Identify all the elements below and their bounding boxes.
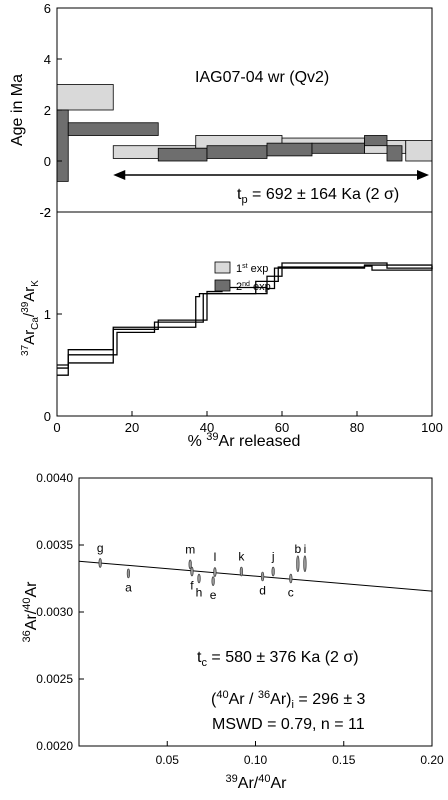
- x-tick-label: 0.20: [420, 753, 444, 767]
- x-tick-label: 0.10: [244, 753, 268, 767]
- ar-released-axis-label: % 39Ar released: [188, 431, 301, 450]
- legend-label-2nd: 2nd exp: [236, 281, 271, 293]
- ca-k-series-2: [57, 262, 433, 376]
- plateau-arrow: [113, 170, 429, 181]
- isochron-point-label: d: [259, 583, 266, 597]
- step-2nd-exp-3: [157, 147, 208, 162]
- step-2nd-exp-8: [386, 145, 403, 162]
- step-2nd-exp-1: [56, 109, 69, 182]
- y-tick-label: 2: [44, 205, 51, 220]
- y-tick-label: 0.0040: [36, 471, 73, 485]
- legend: 1st exp 2nd exp: [214, 261, 271, 293]
- isochron-point-a: [126, 568, 131, 579]
- x-tick-label: 20: [125, 420, 139, 435]
- step-1st-exp-6: [405, 140, 433, 162]
- y-tick-label: -2: [39, 205, 51, 220]
- isochron-point-label: l: [214, 550, 217, 564]
- isochron-point-d: [260, 571, 265, 582]
- ca-k-series-3: [57, 264, 433, 366]
- isochron-panel: g a m f h l e k d j c b i 0.0020 0.0025 0.0030 0.0035 0.…: [21, 471, 444, 792]
- y-tick-label: 0: [44, 409, 51, 424]
- legend-swatch-1st: [214, 261, 231, 274]
- step-2nd-exp-2: [67, 122, 159, 136]
- isochron-point-label: m: [185, 542, 195, 556]
- y-tick-label: 2: [44, 103, 51, 118]
- y-tick-label: 0: [44, 154, 51, 169]
- y-tick-label: 4: [44, 52, 51, 67]
- y-tick-label: 1: [44, 307, 51, 322]
- isochron-point-label: f: [190, 579, 194, 593]
- isochron-point-label: c: [288, 586, 294, 600]
- x-tick-label: 100: [421, 420, 443, 435]
- isochron-point-label: j: [271, 550, 275, 564]
- age-axis-label: Age in Ma: [9, 74, 26, 146]
- isochron-x-axis-label: 39Ar/40Ar: [226, 773, 288, 792]
- isochron-line: [78, 560, 433, 592]
- isochron-point-label: i: [304, 542, 307, 556]
- step-2nd-exp-6: [311, 142, 365, 154]
- isochron-point-h: [197, 573, 201, 584]
- isochron-point-g: [98, 558, 102, 568]
- x-tick-label: 80: [350, 420, 364, 435]
- isochron-point-k: [239, 566, 243, 577]
- step-2nd-exp-4: [206, 145, 268, 159]
- y-tick-label: 6: [44, 1, 51, 16]
- isochron-point-l: [213, 567, 217, 577]
- x-tick-label: 40: [200, 420, 214, 435]
- initial-ratio-label: (40Ar / 36Ar)i = 296 ± 3: [211, 689, 366, 711]
- isochron-point-label: b: [295, 542, 302, 556]
- isochron-point-label: k: [238, 550, 245, 564]
- legend-swatch-2nd: [214, 279, 231, 292]
- isochron-point-f: [190, 566, 194, 577]
- isochron-point-label: e: [210, 588, 217, 602]
- age-spectrum-panel: -2 0 2 4 6 Age in Ma IAG07-04 wr (Qv2) tp = …: [9, 1, 433, 220]
- legend-label-1st: 1st exp: [236, 263, 268, 275]
- isochron-point-label: a: [125, 580, 132, 594]
- isochron-point-i: [303, 555, 307, 573]
- ca-k-panel: 0 1 2 0 20 40 60 80 100 1st exp 2nd exp 37ArCa/…: [20, 205, 443, 450]
- isochron-point-label: g: [97, 541, 104, 555]
- isochron-age-label: tc = 580 ± 376 Ka (2 σ): [197, 649, 359, 669]
- sample-title: IAG07-04 wr (Qv2): [195, 69, 329, 86]
- x-tick-label: 60: [275, 420, 289, 435]
- isochron-y-axis-label: 36Ar/40Ar: [21, 581, 40, 643]
- step-2nd-exp-7: [364, 135, 388, 147]
- step-1st-exp-1: [56, 84, 114, 111]
- x-tick-label: 0.15: [332, 753, 356, 767]
- isochron-point-c: [289, 573, 293, 584]
- y-tick-label: 0.0025: [36, 672, 73, 686]
- x-tick-label: 0.05: [156, 753, 180, 767]
- plateau-age-label: tp = 692 ± 164 Ka (2 σ): [237, 186, 399, 206]
- step-2nd-exp-5: [266, 142, 313, 157]
- isochron-point-label: h: [196, 586, 203, 600]
- y-tick-label: 0.0020: [36, 739, 73, 753]
- isochron-point-m: [188, 559, 192, 570]
- ca-k-axis-label: 37ArCa/39ArK: [20, 280, 41, 356]
- y-tick-label: 0.0030: [36, 605, 73, 619]
- x-tick-label: 0: [53, 420, 60, 435]
- isochron-point-e: [211, 576, 215, 586]
- isochron-point-j: [271, 566, 275, 577]
- y-tick-label: 0.0035: [36, 538, 73, 552]
- mswd-label: MSWD = 0.79, n = 11: [212, 716, 365, 733]
- ca-k-frame: [56, 211, 433, 417]
- isochron-point-b: [296, 555, 300, 573]
